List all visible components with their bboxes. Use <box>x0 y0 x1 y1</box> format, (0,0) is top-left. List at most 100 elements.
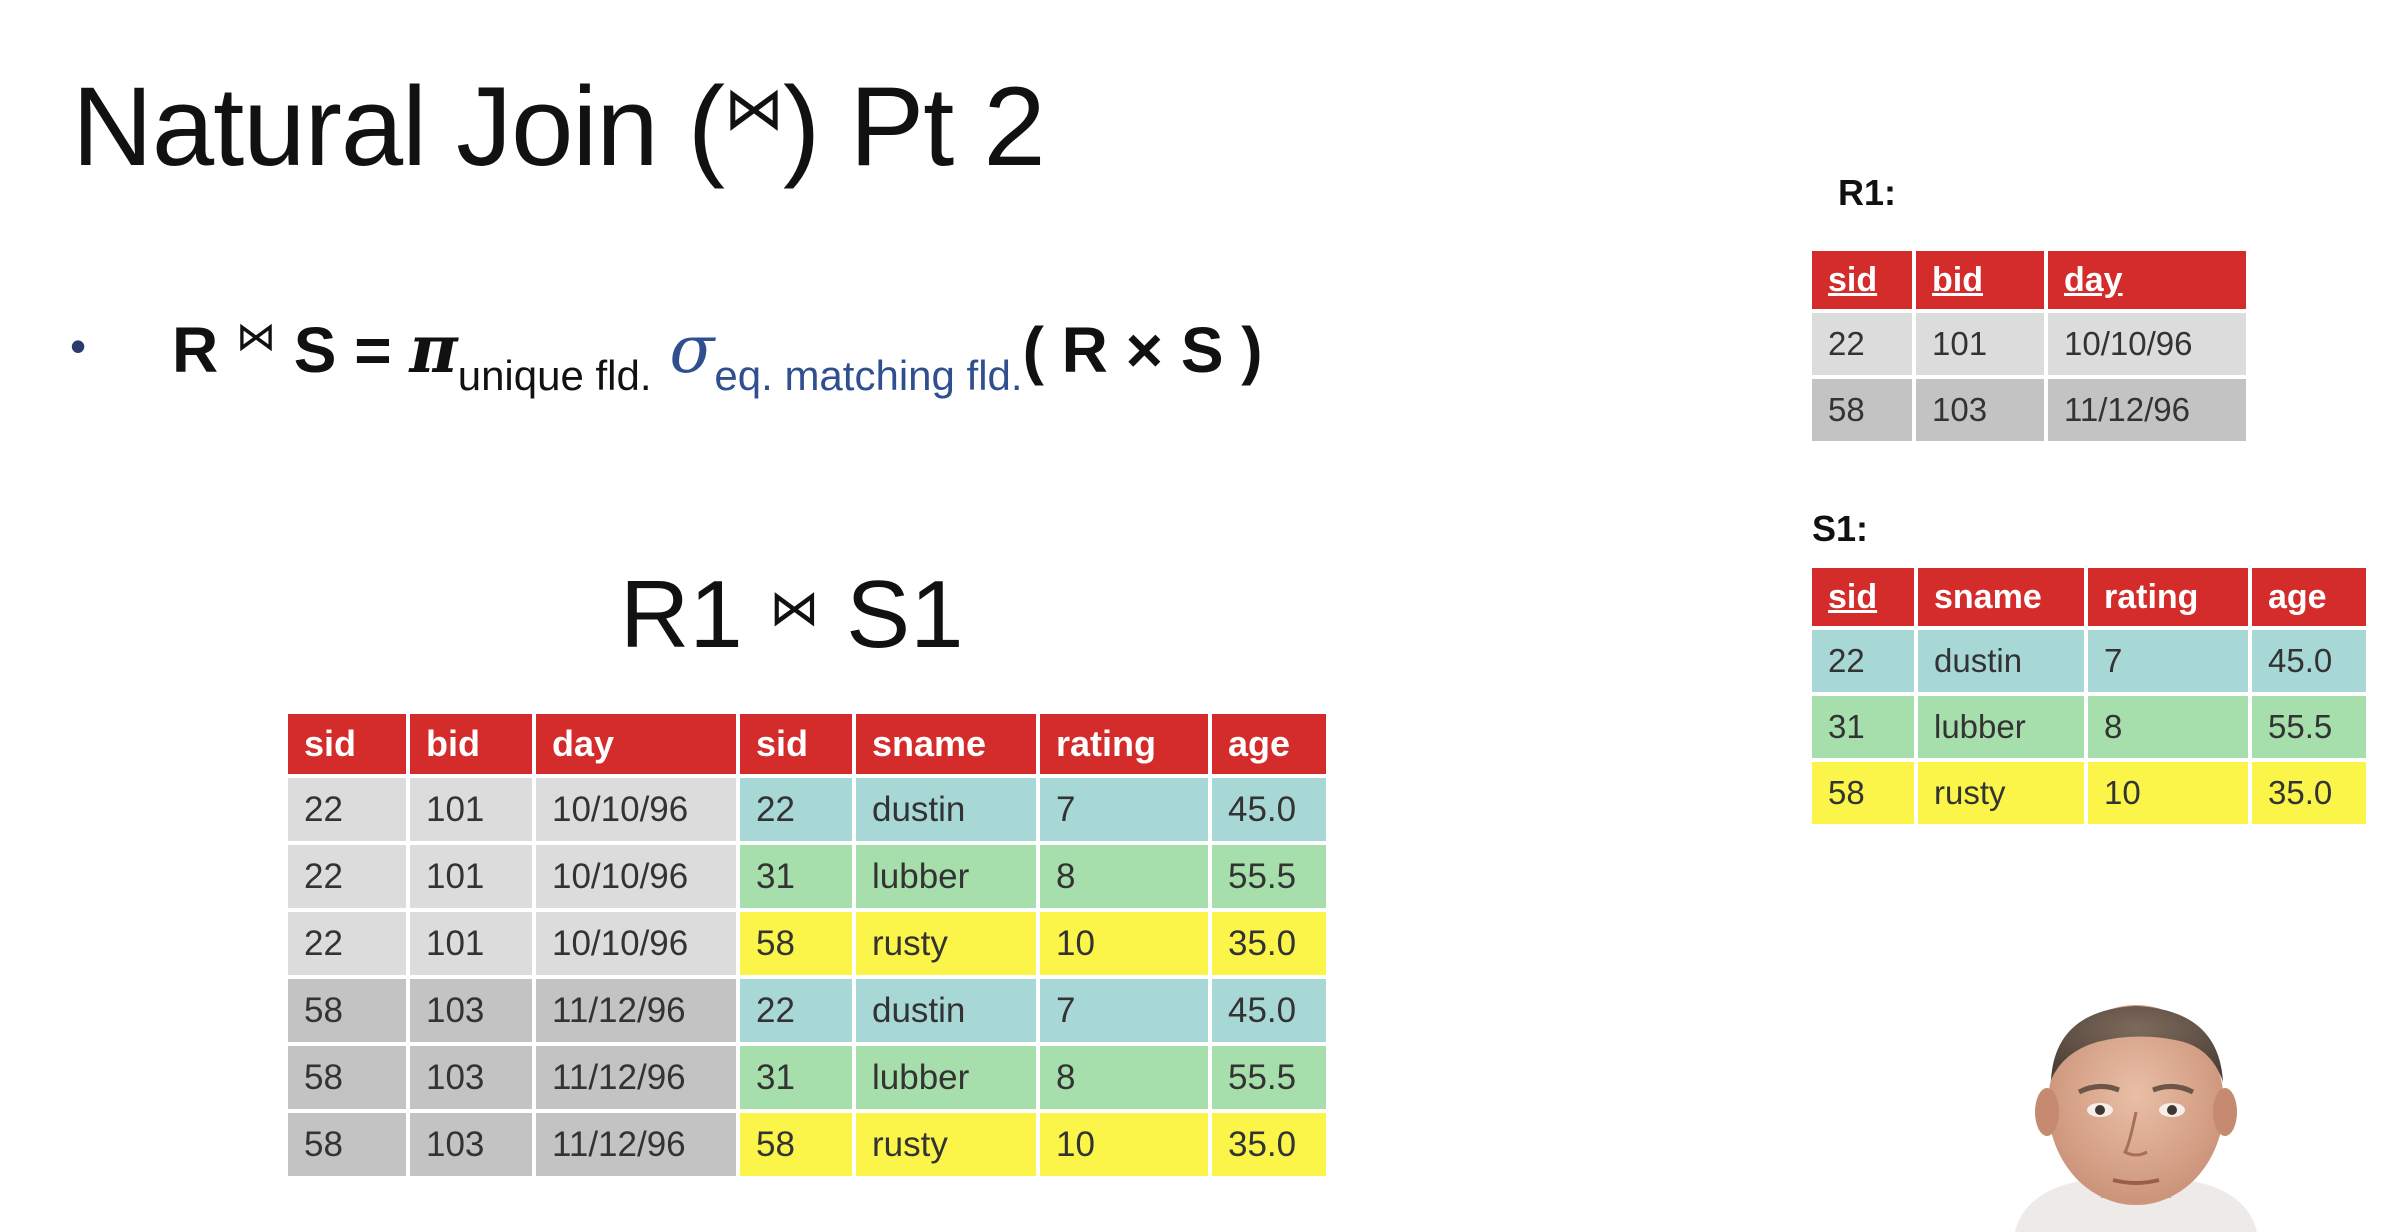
natural-join-formula: • R ⋈ S = πunique fld. σeq. matching fld.… <box>70 310 1263 400</box>
title-text-pre: Natural Join ( <box>72 64 725 189</box>
cell: 7 <box>2088 630 2248 692</box>
cell: 11/12/96 <box>536 979 736 1042</box>
col-header-age: age <box>2252 568 2366 626</box>
cell: 22 <box>1812 313 1912 375</box>
cell: 31 <box>740 1046 852 1109</box>
cell: 58 <box>740 912 852 975</box>
cell: 101 <box>1916 313 2044 375</box>
table-row: 58 103 11/12/96 <box>1812 379 2246 441</box>
table-header-row: sid bid day <box>1812 251 2246 309</box>
cell: dustin <box>856 979 1036 1042</box>
cell: dustin <box>856 778 1036 841</box>
cell: 22 <box>288 778 406 841</box>
join-bowtie: ⋈ <box>769 580 820 636</box>
table-header-row: sid sname rating age <box>1812 568 2366 626</box>
join-s1: S1 <box>846 561 964 668</box>
table-row: 22 101 10/10/96 31 lubber 8 55.5 <box>288 845 1326 908</box>
cell: 10 <box>2088 762 2248 824</box>
cell: 11/12/96 <box>536 1046 736 1109</box>
sigma-symbol: σ <box>669 311 715 388</box>
cell: 10 <box>1040 912 1208 975</box>
col-header-sid: sid <box>740 714 852 774</box>
col-header-rating: rating <box>2088 568 2248 626</box>
table-row: 22 101 10/10/96 <box>1812 313 2246 375</box>
bullet-point: • <box>70 320 87 372</box>
cell: 10/10/96 <box>536 912 736 975</box>
cell: 22 <box>1812 630 1914 692</box>
cell: 101 <box>410 912 532 975</box>
cell: 101 <box>410 778 532 841</box>
join-expression-label: R1 ⋈ S1 <box>620 560 963 670</box>
cell: 101 <box>410 845 532 908</box>
cell: 8 <box>1040 1046 1208 1109</box>
table-row: 22 dustin 7 45.0 <box>1812 630 2366 692</box>
cell: 7 <box>1040 778 1208 841</box>
cell: 8 <box>2088 696 2248 758</box>
s1-table: sid sname rating age 22 dustin 7 45.0 31… <box>1808 564 2370 828</box>
slide-title: Natural Join (⋈) Pt 2 <box>72 62 1046 191</box>
formula-rhs: ( R × S ) <box>1022 314 1263 386</box>
cell: 22 <box>740 979 852 1042</box>
cross-product-table: sid bid day sid sname rating age 22 101 … <box>284 710 1330 1180</box>
col-header-bid: bid <box>1916 251 2044 309</box>
cell: lubber <box>856 1046 1036 1109</box>
formula-bowtie: ⋈ <box>236 315 276 359</box>
cell: 58 <box>288 979 406 1042</box>
table-row: 58 103 11/12/96 22 dustin 7 45.0 <box>288 979 1326 1042</box>
cell: 58 <box>1812 379 1912 441</box>
table-row: 58 103 11/12/96 31 lubber 8 55.5 <box>288 1046 1326 1109</box>
cell: 55.5 <box>2252 696 2366 758</box>
s1-label: S1: <box>1812 508 1869 549</box>
col-header-sid: sid <box>1812 568 1914 626</box>
cell: 103 <box>410 1113 532 1176</box>
formula-equals: = <box>354 314 392 386</box>
table-row: 58 103 11/12/96 58 rusty 10 35.0 <box>288 1113 1326 1176</box>
table-row: 58 rusty 10 35.0 <box>1812 762 2366 824</box>
table-row: 22 101 10/10/96 58 rusty 10 35.0 <box>288 912 1326 975</box>
cell: 55.5 <box>1212 1046 1326 1109</box>
cell: 10/10/96 <box>536 845 736 908</box>
col-header-rating: rating <box>1040 714 1208 774</box>
cell: 31 <box>1812 696 1914 758</box>
cell: 22 <box>288 912 406 975</box>
table-row: 22 101 10/10/96 22 dustin 7 45.0 <box>288 778 1326 841</box>
cell: 35.0 <box>2252 762 2366 824</box>
sigma-subscript: eq. matching fld. <box>714 352 1023 399</box>
pi-symbol: π <box>409 310 458 388</box>
cell: 22 <box>288 845 406 908</box>
cell: rusty <box>856 912 1036 975</box>
cell: 45.0 <box>2252 630 2366 692</box>
cell: 103 <box>410 1046 532 1109</box>
cell: 10/10/96 <box>2048 313 2246 375</box>
presenter-icon <box>2015 1005 2257 1232</box>
bowtie-symbol: ⋈ <box>724 75 784 143</box>
cell: 11/12/96 <box>536 1113 736 1176</box>
cell: 45.0 <box>1212 979 1326 1042</box>
cell: 31 <box>740 845 852 908</box>
col-header-age: age <box>1212 714 1326 774</box>
col-header-day: day <box>536 714 736 774</box>
formula-s: S <box>293 314 337 386</box>
cell: 58 <box>1812 762 1914 824</box>
formula-r: R <box>172 314 219 386</box>
cell: 8 <box>1040 845 1208 908</box>
r1-label: R1: <box>1838 172 1897 213</box>
cell: 35.0 <box>1212 912 1326 975</box>
presenter-video-thumbnail <box>2005 1000 2267 1232</box>
col-header-bid: bid <box>410 714 532 774</box>
col-header-sid: sid <box>1812 251 1912 309</box>
r1-table: sid bid day 22 101 10/10/96 58 103 11/12… <box>1808 247 2250 445</box>
cell: 103 <box>1916 379 2044 441</box>
cell: 22 <box>740 778 852 841</box>
cell: 58 <box>288 1046 406 1109</box>
col-header-sname: sname <box>1918 568 2084 626</box>
cell: 35.0 <box>1212 1113 1326 1176</box>
cell: lubber <box>1918 696 2084 758</box>
cell: 11/12/96 <box>2048 379 2246 441</box>
col-header-day: day <box>2048 251 2246 309</box>
table-header-row: sid bid day sid sname rating age <box>288 714 1326 774</box>
title-text-post: ) Pt 2 <box>783 64 1046 189</box>
pi-subscript: unique fld. <box>457 352 652 399</box>
cell: 58 <box>740 1113 852 1176</box>
col-header-sid: sid <box>288 714 406 774</box>
